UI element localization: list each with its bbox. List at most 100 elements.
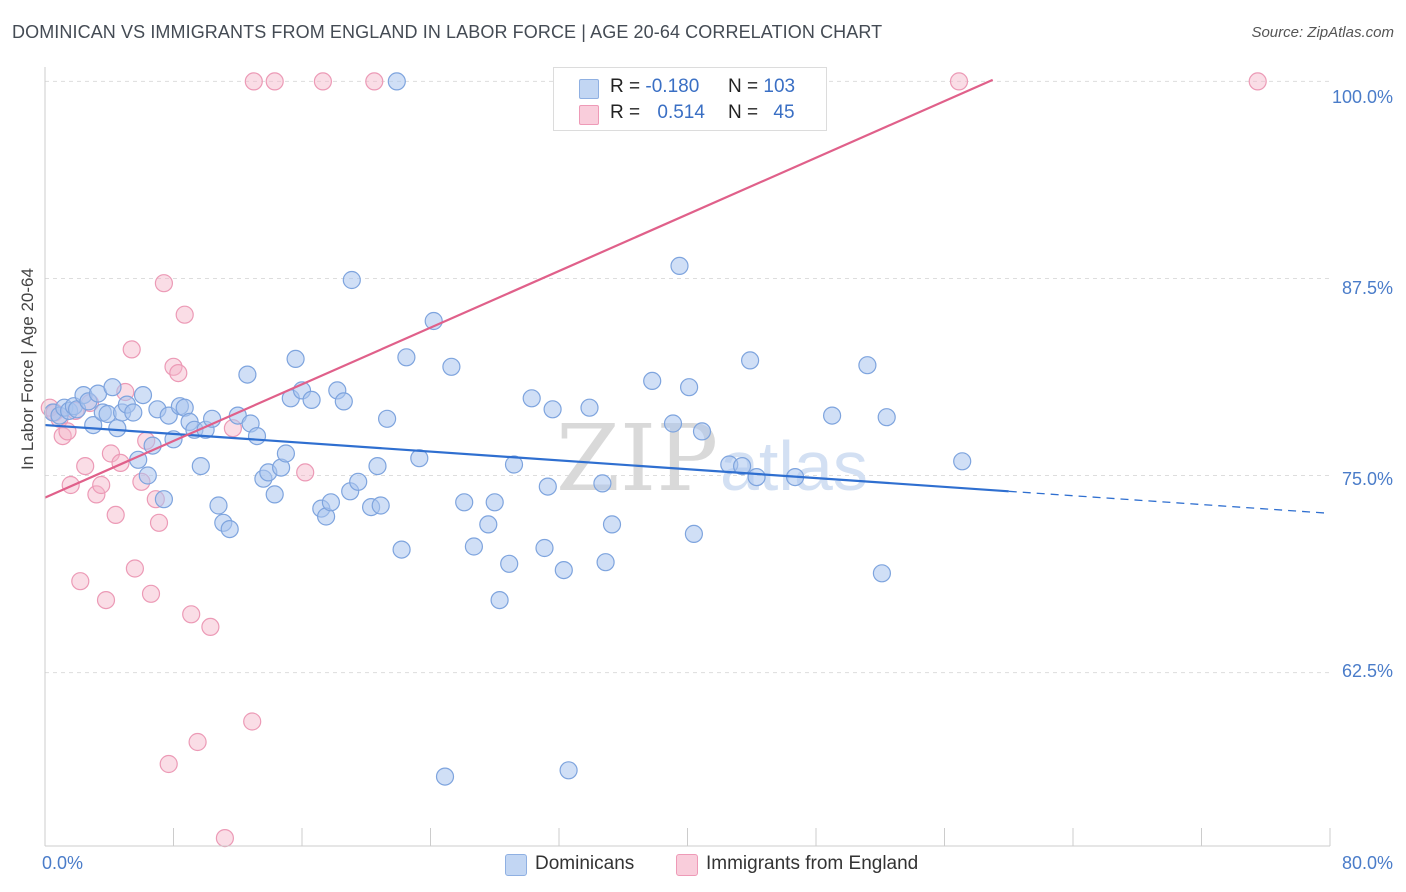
dominicans-point — [342, 270, 361, 290]
dominicans-point — [334, 392, 353, 411]
stats-n-dominicans: N = 103 — [728, 76, 795, 98]
england-point — [149, 513, 169, 532]
n-label: N = — [728, 76, 759, 97]
dominicans-point — [138, 466, 157, 485]
r-value-dominicans: -0.180 — [645, 76, 700, 97]
legend-label-england: Immigrants from England — [706, 853, 919, 874]
england-trendline — [44, 78, 994, 499]
r-label: R = — [610, 102, 641, 123]
series-legend: Dominicans Immigrants from England — [0, 851, 1406, 879]
stats-row-dominicans: R = -0.180 N = 103 — [554, 76, 826, 102]
dominicans-point — [464, 537, 483, 556]
dominicans-point — [554, 560, 573, 580]
england-point — [244, 72, 263, 91]
dominicans-point — [596, 553, 615, 572]
england-point — [87, 485, 106, 504]
dominicans-point — [349, 472, 368, 491]
dominicans-point — [692, 422, 712, 441]
legend-label-dominicans: Dominicans — [535, 853, 635, 874]
england-point — [125, 559, 144, 578]
dominicans-point — [872, 564, 892, 583]
stats-n-england: N = 45 — [728, 102, 795, 124]
dominicans-point — [543, 400, 562, 419]
y-tick-label-75: 75.0% — [1341, 469, 1393, 489]
legend-swatch-pink — [579, 105, 599, 125]
dominicans-point — [877, 408, 896, 427]
dominicans-point — [397, 348, 416, 367]
watermark: ZIP atlas — [556, 405, 868, 512]
trendlines — [44, 78, 1331, 515]
england-point — [169, 364, 188, 383]
y-tick-label-87-5: 87.5% — [1341, 278, 1393, 298]
england-point — [365, 72, 384, 91]
dominicans-point — [538, 477, 557, 496]
dominicans-point — [368, 457, 387, 476]
legend-swatch-dominicans — [505, 854, 527, 876]
england-point — [265, 72, 284, 91]
y-axis-label: In Labor Force | Age 20-64 — [18, 268, 37, 470]
england-point — [243, 712, 262, 731]
england-point — [96, 590, 116, 610]
dominicans-point — [238, 365, 257, 384]
dominicans-point — [535, 538, 554, 558]
dominicans-point — [663, 414, 683, 433]
dominicans-point — [108, 419, 127, 438]
dominicans-point — [435, 767, 455, 786]
dominicans-point — [670, 256, 689, 275]
england-point — [101, 444, 121, 463]
dominicans-point — [485, 493, 504, 512]
n-value-dominicans: 103 — [763, 76, 796, 97]
r-label: R = — [610, 76, 641, 97]
stats-row-england: R = 0.514 N = 45 — [554, 102, 826, 128]
dominicans-point — [479, 515, 498, 534]
dominicans-point — [378, 409, 397, 428]
legend-swatch-england — [676, 854, 698, 876]
england-point — [201, 617, 220, 637]
dominicans-point — [302, 390, 321, 409]
n-value-england: 45 — [773, 102, 795, 123]
dominicans-point — [209, 496, 228, 515]
dominicans-point — [740, 351, 760, 370]
england-point — [949, 72, 969, 91]
england-point — [92, 475, 111, 495]
england-point — [188, 732, 207, 752]
dominicans-point — [593, 474, 612, 493]
dominicans-point — [133, 386, 153, 405]
england-point — [71, 572, 90, 591]
dominicans-trendline-extension — [1008, 490, 1331, 515]
grid — [45, 80, 1330, 674]
england-point — [1248, 72, 1267, 91]
england-point — [215, 828, 234, 848]
dominicans-point — [455, 493, 474, 512]
dominicans-point — [747, 468, 766, 487]
england-point — [76, 457, 95, 476]
england-point — [182, 605, 201, 624]
dominicans-point — [490, 590, 509, 610]
england-point — [111, 453, 130, 472]
dominicans-point — [321, 493, 340, 512]
dominicans-point — [286, 349, 305, 368]
dominicans-point — [858, 356, 877, 375]
x-tick-label-left: 0.0% — [42, 853, 84, 873]
dominicans-point — [580, 398, 599, 417]
source-label: Source: ZipAtlas.com — [1251, 24, 1394, 41]
stats-r-dominicans: R = -0.180 — [610, 76, 699, 98]
x-tick-label-right: 80.0% — [1341, 853, 1393, 873]
dominicans-point — [387, 72, 406, 91]
stats-r-england: R = 0.514 — [610, 102, 705, 124]
chart-title: DOMINICAN VS IMMIGRANTS FROM ENGLAND IN … — [12, 22, 883, 42]
dominicans-point — [392, 540, 411, 559]
dominicans-point — [124, 403, 143, 422]
dominicans-point — [602, 515, 622, 534]
legend-swatch-blue — [579, 79, 599, 99]
england-point — [106, 505, 125, 525]
dominicans-point — [220, 519, 239, 539]
dominicans-point — [643, 371, 662, 390]
england-point — [61, 475, 80, 495]
points — [40, 72, 1267, 848]
england-point — [122, 340, 141, 359]
n-label: N = — [728, 102, 759, 123]
stats-legend: R = -0.180 N = 103 R = 0.514 N = 45 — [553, 67, 827, 131]
dominicans-point — [276, 444, 295, 463]
